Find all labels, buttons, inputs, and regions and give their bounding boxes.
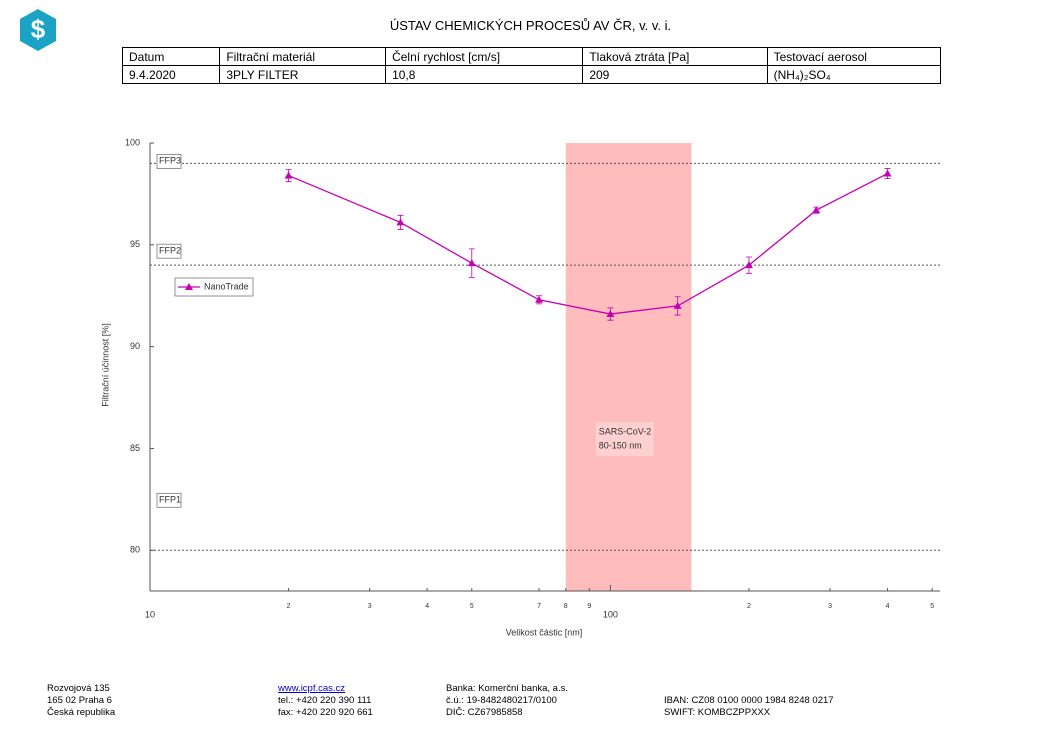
column-header: Filtrační materiál — [219, 47, 387, 66]
footer-line: Česká republika — [47, 707, 116, 718]
data-point — [812, 206, 821, 214]
x-tick-label: 2 — [287, 603, 291, 610]
y-tick-label: 85 — [130, 443, 140, 453]
data-point — [535, 295, 544, 303]
footer-line: tel.: +420 220 390 111 — [278, 695, 372, 706]
reference-label: FFP2 — [159, 246, 181, 256]
footer-line: Rozvojová 135 — [47, 683, 110, 694]
x-tick-label: 5 — [470, 603, 474, 610]
cell: 9.4.2020 — [121, 65, 221, 84]
data-point — [744, 261, 753, 269]
footer-line[interactable]: www.icpf.cas.cz — [278, 683, 346, 694]
cell: 209 — [582, 65, 768, 84]
footer-iban: IBAN: CZ08 0100 0000 1984 8248 0217 SWIFT… — [664, 695, 834, 719]
y-axis-title: Filtrační účinnost [%] — [100, 323, 110, 407]
band-label: 80-150 nm — [599, 440, 642, 450]
svg-text:$: $ — [31, 14, 46, 44]
y-tick-label: 95 — [130, 239, 140, 249]
x-tick-label: 3 — [828, 603, 832, 610]
footer-address: Rozvojová 135 165 02 Praha 6 Česká republi… — [47, 683, 115, 719]
x-tick-label: 4 — [425, 603, 429, 610]
data-point — [606, 310, 615, 318]
x-tick-label: 100 — [603, 609, 618, 619]
logo: $ — [20, 9, 56, 51]
y-tick-label: 80 — [130, 545, 140, 555]
x-tick-label: 4 — [886, 603, 890, 610]
reference-label: FFP3 — [159, 156, 181, 166]
cell: (NH₄)₂SO₄ — [766, 65, 942, 84]
footer-line: 165 02 Praha 6 — [47, 695, 112, 706]
cell: 10,8 — [385, 65, 584, 84]
data-point — [284, 171, 293, 179]
footer-line: fax: +420 220 920 661 — [278, 707, 373, 718]
reference-label-box — [156, 243, 182, 259]
x-tick-label: 7 — [537, 603, 541, 610]
x-tick-label: 10 — [145, 609, 155, 619]
footer-line: č.ú.: 19-8482480217/0100 — [446, 695, 557, 706]
footer-line: Banka: Komerční banka, a.s. — [446, 683, 568, 694]
y-tick-label: 90 — [130, 341, 140, 351]
x-tick-label: 5 — [930, 603, 934, 610]
footer-line: IBAN: CZ08 0100 0000 1984 8248 0217 — [664, 695, 834, 706]
cell: 3PLY FILTER — [219, 65, 387, 84]
footer-contact: www.icpf.cas.cz tel.: +420 220 390 111 fax… — [278, 683, 373, 719]
reference-label: FFP1 — [159, 495, 181, 505]
reference-label-box — [156, 492, 182, 508]
band-label-box — [595, 422, 654, 456]
legend-label: NanoTrade — [204, 281, 249, 291]
y-tick-label: 100 — [125, 137, 140, 147]
footer-bank: Banka: Komerční banka, a.s. č.ú.: 19-8482… — [446, 683, 568, 719]
data-point — [396, 218, 405, 226]
title: ÚSTAV CHEMICKÝCH PROCESŮ AV ČR, v. v. i. — [389, 18, 672, 33]
reference-label-box — [156, 154, 182, 169]
footer-line: DIČ: CZ67985858 — [446, 707, 523, 718]
data-point — [467, 259, 476, 267]
x-tick-label: 8 — [564, 603, 568, 610]
legend-box — [174, 277, 254, 297]
x-tick-label: 9 — [587, 603, 591, 610]
chart: SARS-CoV-2 80-150 nm 80 85 90 95 100 10 2 3 4 5 7 8 9 1… — [100, 137, 940, 637]
highlight-band — [565, 143, 692, 591]
column-header: Čelní rychlost [cm/s] — [385, 47, 584, 66]
data-point — [883, 169, 892, 177]
legend-marker — [185, 283, 193, 290]
x-tick-label: 2 — [747, 603, 751, 610]
column-header: Datum — [121, 47, 221, 66]
band-label: SARS-CoV-2 — [599, 426, 652, 436]
footer-line: SWIFT: KOMBCZPPXXX — [664, 707, 771, 718]
data-point — [673, 301, 682, 309]
x-tick-label: 3 — [368, 603, 372, 610]
x-axis-title: Velikost částic [nm] — [506, 627, 583, 637]
info-table: Datum Filtrační materiál Čelní rychlost [c… — [121, 47, 942, 84]
